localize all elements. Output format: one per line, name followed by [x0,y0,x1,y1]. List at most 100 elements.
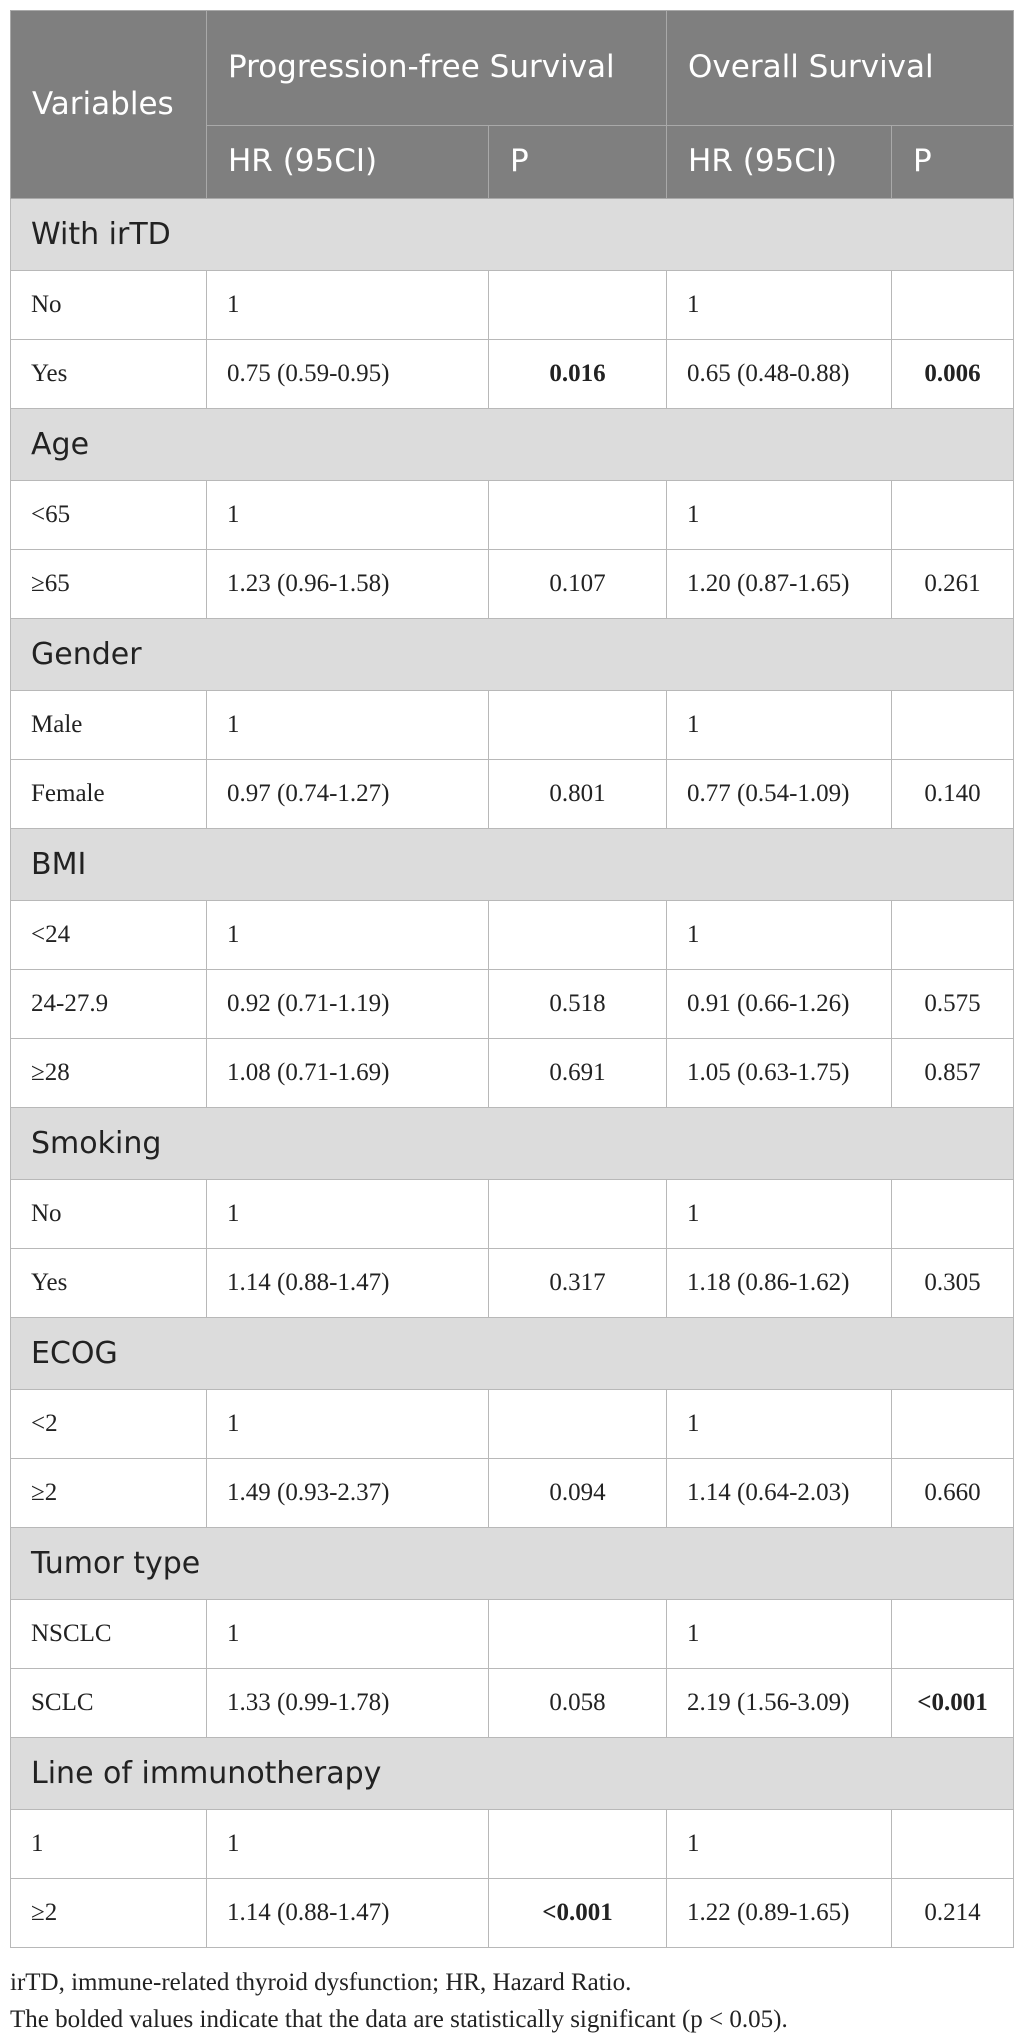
pfs-p-cell: 0.691 [487,1038,668,1108]
pfs-hr-cell: 1 [206,270,489,340]
variable-cell: Yes [10,339,207,409]
table-row: 24-27.9 0.92 (0.71-1.19) 0.518 0.91 (0.66-1… [10,969,1015,1039]
group-header-row: Gender [9,618,1015,691]
pfs-hr-cell: 1 [206,480,489,550]
variable-cell: ≥2 [10,1878,207,1948]
group-label: ECOG [9,1317,1015,1390]
pfs-hr-cell: 0.75 (0.59-0.95) [206,339,489,409]
header-pfs: Progression-free Survival [205,10,668,126]
header-os-hr: HR (95CI) [666,125,893,199]
os-p-cell: 0.305 [891,1248,1015,1318]
group-header-row: ECOG [9,1317,1015,1390]
group-header-row: BMI [9,828,1015,901]
table-footnotes: irTD, immune-related thyroid dysfunction… [10,1964,788,2038]
header-os: Overall Survival [666,10,1015,126]
pfs-hr-cell: 0.97 (0.74-1.27) [206,759,489,829]
os-hr-cell: 1 [666,1599,893,1669]
pfs-hr-cell: 1 [206,1809,489,1879]
variable-cell: <24 [10,900,207,970]
pfs-hr-cell: 1 [206,690,489,760]
variable-cell: SCLC [10,1668,207,1738]
pfs-hr-cell: 0.92 (0.71-1.19) [206,969,489,1039]
os-hr-cell: 1.18 (0.86-1.62) [666,1248,893,1318]
pfs-hr-cell: 1 [206,900,489,970]
variable-cell: ≥2 [10,1458,207,1528]
os-hr-cell: 1.22 (0.89-1.65) [666,1878,893,1948]
group-label: Gender [9,618,1015,691]
variable-cell: <2 [10,1389,207,1459]
os-hr-cell: 0.65 (0.48-0.88) [666,339,893,409]
pfs-p-cell [487,1389,668,1459]
footnote-abbreviations: irTD, immune-related thyroid dysfunction… [10,1969,632,1996]
variable-cell: Yes [10,1248,207,1318]
variable-cell: ≥28 [10,1038,207,1108]
pfs-hr-cell: 1.23 (0.96-1.58) [206,549,489,619]
pfs-p-cell [487,1809,668,1879]
pfs-hr-cell: 1.08 (0.71-1.69) [206,1038,489,1108]
pfs-p-cell: 0.317 [487,1248,668,1318]
table-row: ≥2 1.49 (0.93-2.37) 0.094 1.14 (0.64-2.03) 0… [10,1458,1015,1528]
group-label: Age [9,408,1015,481]
os-p-cell: 0.857 [891,1038,1015,1108]
header-os-p: P [891,125,1015,199]
os-p-cell [891,900,1015,970]
os-hr-cell: 1.14 (0.64-2.03) [666,1458,893,1528]
variable-cell: No [10,1179,207,1249]
pfs-p-cell: <0.001 [487,1878,668,1948]
table-row: No 1 1 [10,270,1015,340]
table-header: Variables Progression-free Survival Over… [10,10,1015,199]
group-header-row: Line of immunotherapy [9,1737,1015,1810]
variable-cell: ≥65 [10,549,207,619]
pfs-hr-cell: 1.33 (0.99-1.78) [206,1668,489,1738]
header-variables: Variables [10,10,207,199]
table-row: Male 1 1 [10,690,1015,760]
os-p-cell: 0.006 [891,339,1015,409]
results-table-container: Variables Progression-free Survival Over… [9,10,1015,2033]
pfs-hr-cell: 1.14 (0.88-1.47) [206,1248,489,1318]
os-hr-cell: 1 [666,480,893,550]
pfs-p-cell [487,690,668,760]
table-row: <65 1 1 [10,480,1015,550]
table-row: ≥28 1.08 (0.71-1.69) 0.691 1.05 (0.63-1.75)… [10,1038,1015,1108]
table-row: Yes 1.14 (0.88-1.47) 0.317 1.18 (0.86-1.62)… [10,1248,1015,1318]
variable-cell: No [10,270,207,340]
os-p-cell: <0.001 [891,1668,1015,1738]
os-p-cell [891,270,1015,340]
os-p-cell [891,480,1015,550]
table-row: NSCLC 1 1 [10,1599,1015,1669]
pfs-p-cell: 0.016 [487,339,668,409]
os-p-cell: 0.261 [891,549,1015,619]
group-label: Smoking [9,1107,1015,1180]
variable-cell: 24-27.9 [10,969,207,1039]
group-label: BMI [9,828,1015,901]
pfs-p-cell [487,900,668,970]
group-header-row: Age [9,408,1015,481]
pfs-p-cell [487,1599,668,1669]
pfs-hr-cell: 1.14 (0.88-1.47) [206,1878,489,1948]
pfs-hr-cell: 1 [206,1179,489,1249]
pfs-p-cell: 0.518 [487,969,668,1039]
os-hr-cell: 0.91 (0.66-1.26) [666,969,893,1039]
group-label: Line of immunotherapy [9,1737,1015,1810]
pfs-hr-cell: 1 [206,1599,489,1669]
hazard-ratio-table: Variables Progression-free Survival Over… [9,10,1015,1948]
pfs-p-cell: 0.094 [487,1458,668,1528]
os-hr-cell: 1 [666,1389,893,1459]
table-row: ≥2 1.14 (0.88-1.47) <0.001 1.22 (0.89-1.65)… [10,1878,1015,1948]
os-hr-cell: 1 [666,1179,893,1249]
pfs-hr-cell: 1 [206,1389,489,1459]
group-label: With irTD [9,198,1015,271]
os-hr-cell: 1.05 (0.63-1.75) [666,1038,893,1108]
table-row: SCLC 1.33 (0.99-1.78) 0.058 2.19 (1.56-3.09… [10,1668,1015,1738]
os-hr-cell: 0.77 (0.54-1.09) [666,759,893,829]
header-pfs-hr: HR (95CI) [206,125,489,199]
pfs-hr-cell: 1.49 (0.93-2.37) [206,1458,489,1528]
table-row: ≥65 1.23 (0.96-1.58) 0.107 1.20 (0.87-1.65)… [10,549,1015,619]
os-p-cell [891,1389,1015,1459]
variable-cell: <65 [10,480,207,550]
variable-cell: 1 [10,1809,207,1879]
os-p-cell: 0.575 [891,969,1015,1039]
pfs-p-cell [487,1179,668,1249]
table-row: Female 0.97 (0.74-1.27) 0.801 0.77 (0.54-1.… [10,759,1015,829]
group-header-row: Smoking [9,1107,1015,1180]
